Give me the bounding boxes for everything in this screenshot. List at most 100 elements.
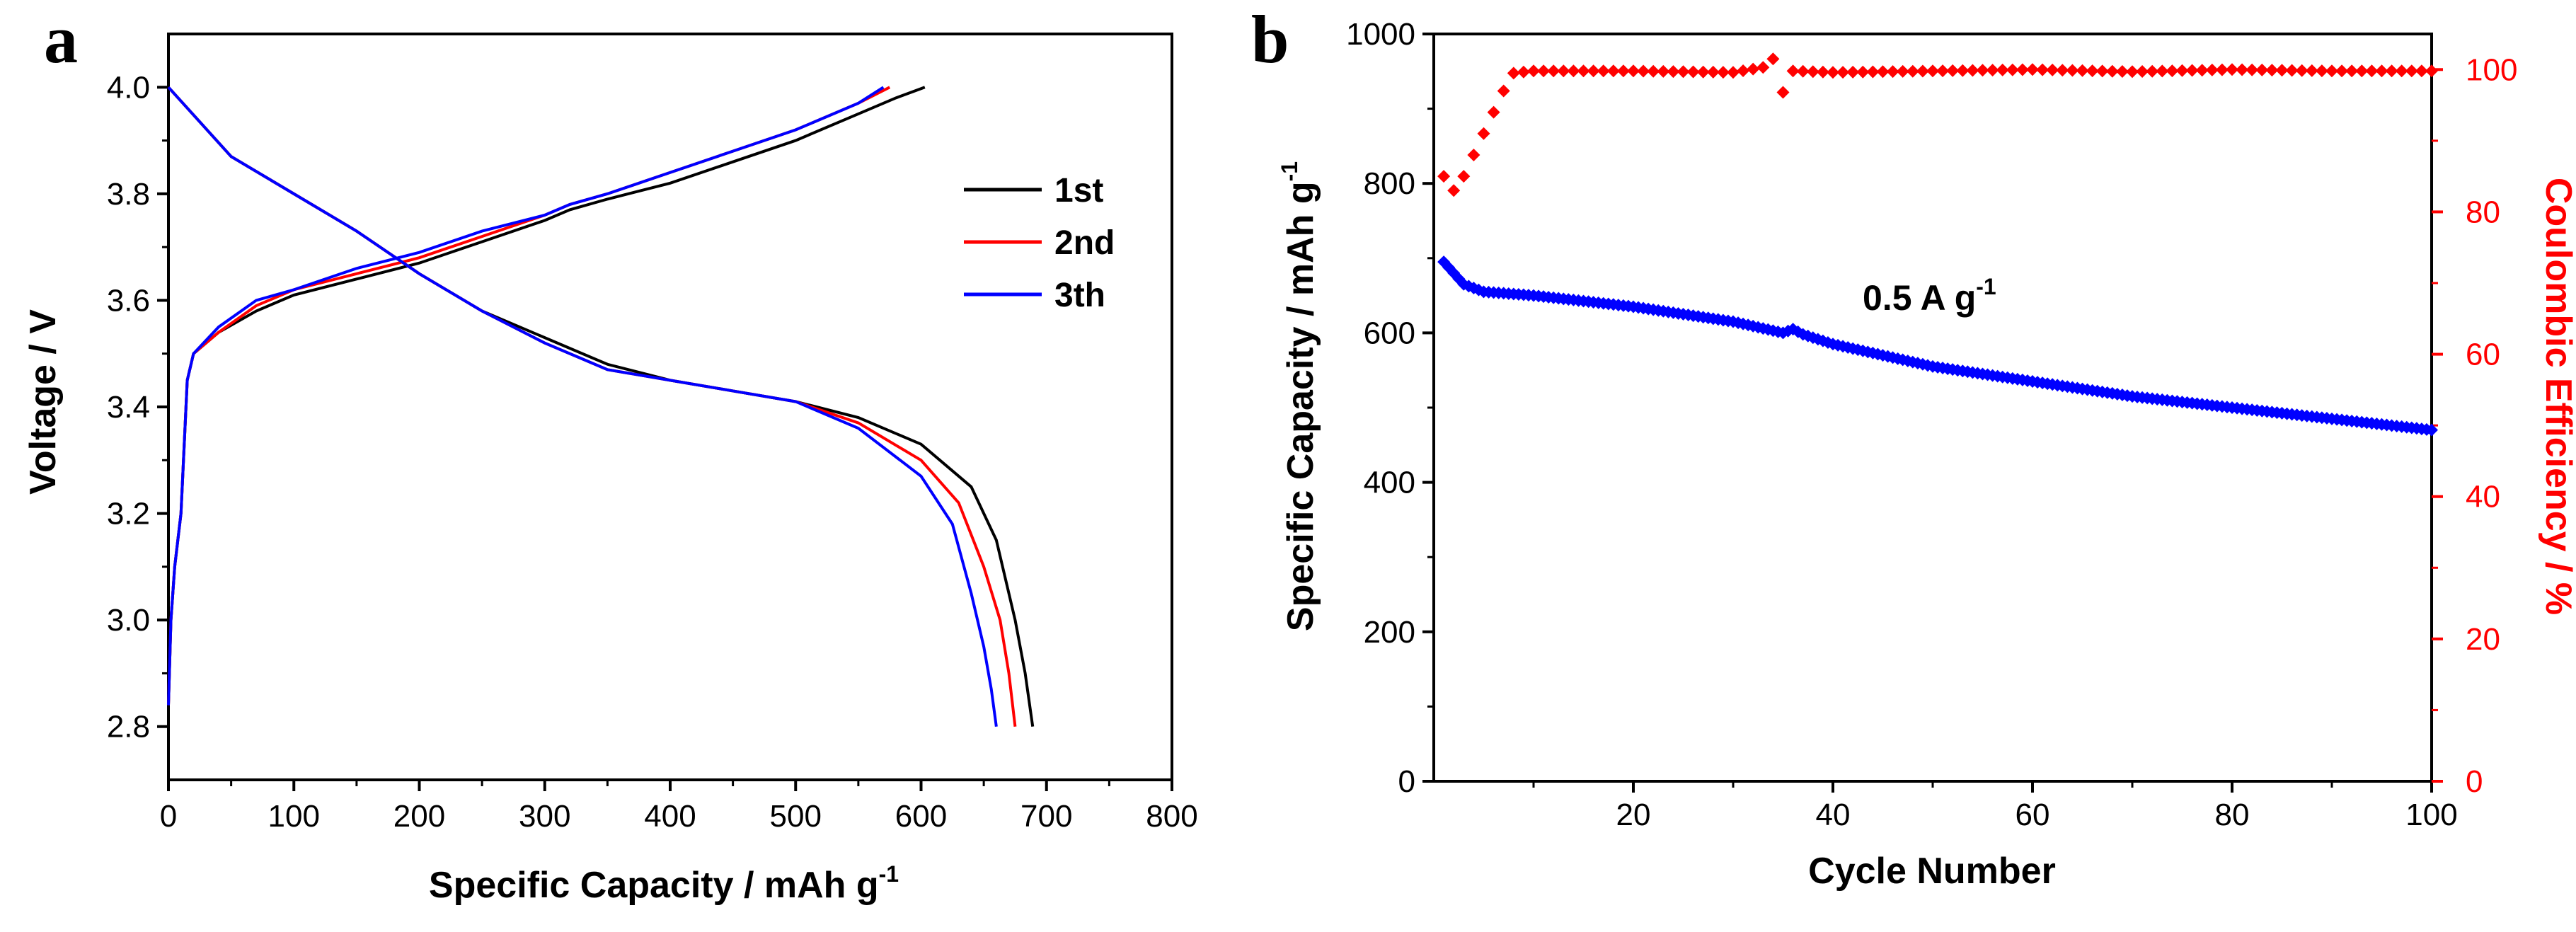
x-tick-label: 100: [268, 799, 320, 834]
efficiency-point: [2046, 63, 2059, 76]
efficiency-point: [1946, 64, 1960, 77]
panel-b-xlabel: Cycle Number: [1808, 851, 2056, 892]
efficiency-point: [1936, 64, 1950, 78]
y2-tick-label: 20: [2466, 622, 2500, 657]
y2-tick-label: 80: [2466, 195, 2500, 229]
y-tick-label: 0: [1398, 764, 1415, 799]
series-3th-discharge-curve: [167, 86, 998, 727]
capacity-point: [1437, 255, 1451, 269]
efficiency-point: [1926, 64, 1939, 78]
efficiency-point: [1467, 148, 1480, 161]
efficiency-point: [1577, 64, 1590, 78]
efficiency-point: [2095, 64, 2109, 78]
efficiency-point: [1856, 65, 1870, 79]
efficiency-point: [1507, 67, 1520, 80]
efficiency-point: [1716, 66, 1730, 79]
efficiency-point: [2156, 64, 2169, 78]
efficiency-point: [1796, 64, 1810, 78]
efficiency-point: [2166, 64, 2179, 78]
legend-label: 3th: [1054, 277, 1105, 314]
efficiency-point: [1667, 65, 1680, 79]
y-tick-label: 1000: [1346, 17, 1415, 52]
efficiency-point: [1866, 65, 1880, 79]
efficiency-point: [2105, 64, 2119, 78]
x-tick-label: 80: [2215, 798, 2250, 832]
efficiency-point: [1637, 64, 1650, 78]
efficiency-point: [1657, 64, 1670, 78]
legend-label: 2nd: [1054, 224, 1115, 262]
efficiency-point: [1477, 127, 1490, 140]
efficiency-point: [2205, 63, 2219, 76]
x-tick-label: 20: [1616, 798, 1651, 832]
efficiency-point: [1457, 170, 1471, 183]
efficiency-point: [1886, 65, 1899, 79]
efficiency-point: [1597, 64, 1610, 78]
efficiency-point: [2036, 63, 2049, 76]
efficiency-point: [2056, 64, 2069, 77]
efficiency-point: [2146, 64, 2159, 78]
efficiency-point: [2365, 64, 2379, 78]
efficiency-point: [1696, 65, 1710, 79]
efficiency-point: [2325, 64, 2338, 78]
efficiency-point: [1537, 64, 1551, 78]
panel-b-current-annotation: 0.5 A g-1: [1863, 274, 1996, 318]
efficiency-point: [2315, 64, 2328, 78]
efficiency-point: [2115, 65, 2129, 79]
efficiency-point: [1627, 64, 1640, 78]
efficiency-point: [1487, 105, 1500, 119]
efficiency-point: [2335, 64, 2349, 78]
efficiency-point: [1776, 86, 1790, 99]
efficiency-point: [2195, 64, 2209, 77]
y2-tick-label: 60: [2466, 338, 2500, 372]
efficiency-point: [2236, 63, 2249, 76]
efficiency-point: [2126, 65, 2139, 79]
efficiency-point: [1737, 64, 1750, 77]
y-tick-label: 800: [1364, 166, 1415, 201]
efficiency-point: [2355, 64, 2369, 78]
x-tick-label: 700: [1020, 799, 1072, 834]
efficiency-point: [2395, 64, 2408, 78]
efficiency-point: [1437, 170, 1451, 183]
efficiency-point: [1956, 64, 1970, 77]
series-3th-charge-curve: [167, 86, 885, 706]
efficiency-point: [1816, 65, 1829, 79]
efficiency-point: [1616, 64, 1630, 78]
efficiency-point: [1846, 65, 1860, 79]
panel-a-xlabel: Specific Capacity / mAh g-1: [429, 861, 899, 906]
efficiency-point: [1976, 64, 1989, 77]
series-1st-charge-curve: [167, 86, 926, 706]
x-tick-label: 300: [519, 799, 570, 834]
x-tick-label: 800: [1146, 799, 1197, 834]
y-tick-label: 4.0: [107, 70, 150, 105]
efficiency-point: [2345, 64, 2359, 78]
y-tick-label: 3.0: [107, 603, 150, 638]
efficiency-point: [2006, 63, 2019, 76]
x-tick-label: 40: [1816, 798, 1851, 832]
panel-b-ylabel: Specific Capacity / mAh g-1: [1277, 161, 1321, 631]
efficiency-point: [2246, 63, 2259, 76]
x-tick-label: 600: [895, 799, 947, 834]
series-2nd-discharge-curve: [167, 86, 1017, 727]
efficiency-point: [1547, 64, 1560, 78]
y-tick-label: 400: [1364, 466, 1415, 500]
panel-a-ticks: 0 100 200 300 400 500 600 700 800 2.8 3.0 3.2 3.4 3.6…: [107, 70, 1198, 834]
efficiency-point: [1747, 62, 1760, 76]
panel-b-chart: b 20 40 60 80 100020040060080010000204060801…: [1251, 1, 2576, 892]
panel-a-ylabel: Voltage / V: [23, 309, 64, 495]
y-tick-label: 3.6: [107, 283, 150, 318]
efficiency-point: [1827, 66, 1839, 79]
efficiency-point: [2016, 63, 2029, 76]
y2-tick-label: 40: [2466, 480, 2500, 514]
capacity-point: [2425, 423, 2438, 437]
efficiency-point: [2175, 64, 2189, 77]
efficiency-point: [2405, 64, 2418, 78]
legend-label: 1st: [1054, 172, 1103, 209]
y-tick-label: 200: [1364, 615, 1415, 650]
efficiency-point: [1557, 64, 1570, 78]
efficiency-point: [1766, 52, 1780, 66]
y-tick-label: 2.8: [107, 710, 150, 744]
efficiency-point: [1986, 64, 1999, 77]
efficiency-point: [1497, 84, 1510, 98]
panel-a-plot-frame: [167, 33, 1173, 781]
